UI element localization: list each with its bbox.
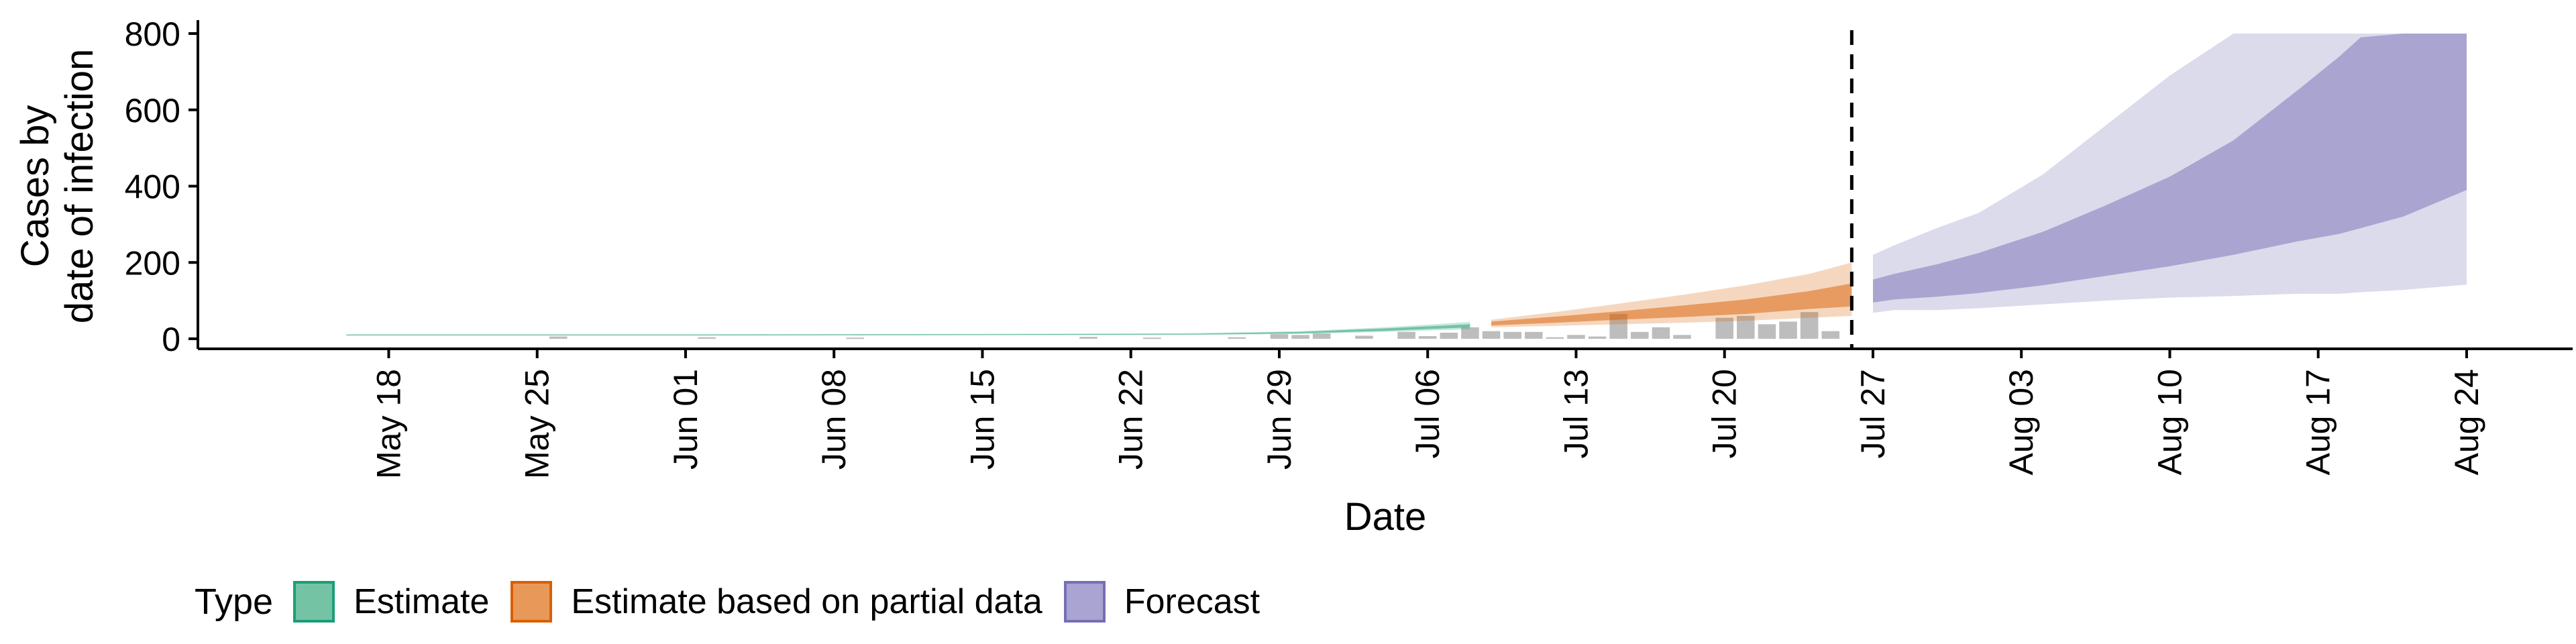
case-bar (1546, 337, 1564, 339)
legend-item-forecast: Forecast (1063, 581, 1260, 623)
y-axis-label-line-1: Cases by (13, 105, 57, 268)
case-bar (1355, 335, 1373, 339)
legend-swatch-estimate (293, 581, 335, 623)
case-bar (1440, 332, 1458, 339)
y-tick-label: 0 (162, 321, 180, 358)
partial-estimate-inner-band (1491, 283, 1852, 326)
legend: Type Estimate Estimate based on partial … (195, 578, 1281, 625)
estimate-outer-band (346, 322, 1470, 336)
case-bar (1270, 334, 1289, 339)
case-bar (1588, 336, 1607, 339)
x-tick-label: Jul 20 (1706, 369, 1743, 458)
x-axis-label: Date (1344, 495, 1427, 539)
case-bar (1312, 333, 1331, 339)
case-bar (1567, 335, 1585, 339)
case-bar (1800, 312, 1819, 339)
case-bar (1652, 327, 1670, 339)
legend-swatch-partial-estimate (511, 581, 553, 623)
x-tick-label: Jun 29 (1260, 369, 1298, 470)
y-tick-label: 800 (125, 15, 180, 53)
chart: 0 200 400 600 800 May 18 May 25 Jun 01 Jun 08 Jun… (13, 15, 2573, 539)
case-bar (1758, 324, 1776, 339)
x-tick-label: Jun 08 (815, 369, 853, 470)
case-bar (1673, 335, 1691, 339)
legend-label-partial-estimate: Estimate based on partial data (571, 582, 1042, 621)
case-bar (1482, 331, 1501, 339)
case-bar (1291, 335, 1309, 339)
case-bar (1821, 331, 1840, 339)
x-tick-label: Aug 24 (2448, 369, 2485, 475)
y-tick-label: 200 (125, 244, 180, 282)
x-tick-label: Jun 15 (963, 369, 1001, 470)
legend-item-partial-estimate: Estimate based on partial data (511, 581, 1042, 623)
case-bar (846, 337, 865, 339)
axes: 0 200 400 600 800 May 18 May 25 Jun 01 Jun 08 Jun… (125, 15, 2573, 479)
y-tick-label: 400 (125, 168, 180, 206)
x-tick-label: Aug 10 (2151, 369, 2188, 475)
case-bar (698, 337, 716, 339)
y-tick-label: 600 (125, 92, 180, 129)
case-bar (1631, 331, 1649, 339)
case-bar (1228, 337, 1246, 339)
case-bar (1737, 315, 1755, 339)
case-bar (1143, 337, 1161, 339)
x-tick-label: May 18 (370, 369, 407, 479)
y-axis-label-line-2: date of infection (58, 49, 101, 324)
case-bar (1779, 321, 1797, 339)
legend-item-estimate: Estimate (293, 581, 489, 623)
case-bar (1079, 337, 1097, 339)
x-tick-label: Jun 22 (1112, 369, 1150, 470)
estimate-bands (346, 34, 2467, 336)
x-tick-label: May 25 (519, 369, 556, 479)
case-bar (1418, 336, 1437, 339)
case-bar (1461, 327, 1479, 339)
legend-label-forecast: Forecast (1124, 582, 1260, 621)
x-tick-label: Jul 27 (1854, 369, 1892, 458)
case-bar (1503, 331, 1521, 339)
case-bar (1397, 331, 1415, 339)
x-tick-label: Aug 03 (2002, 369, 2040, 475)
forecast-inner-band (1873, 34, 2467, 303)
case-bar (549, 336, 568, 339)
x-tick-label: Jul 06 (1409, 369, 1446, 458)
legend-swatch-forecast (1063, 581, 1106, 623)
case-bar (1524, 331, 1543, 339)
x-tick-label: Jul 13 (1557, 369, 1595, 458)
legend-title: Type (195, 582, 274, 622)
legend-label-estimate: Estimate (354, 582, 490, 621)
case-bar (1715, 317, 1733, 339)
x-tick-label: Aug 17 (2300, 369, 2337, 475)
x-tick-label: Jun 01 (667, 369, 704, 470)
